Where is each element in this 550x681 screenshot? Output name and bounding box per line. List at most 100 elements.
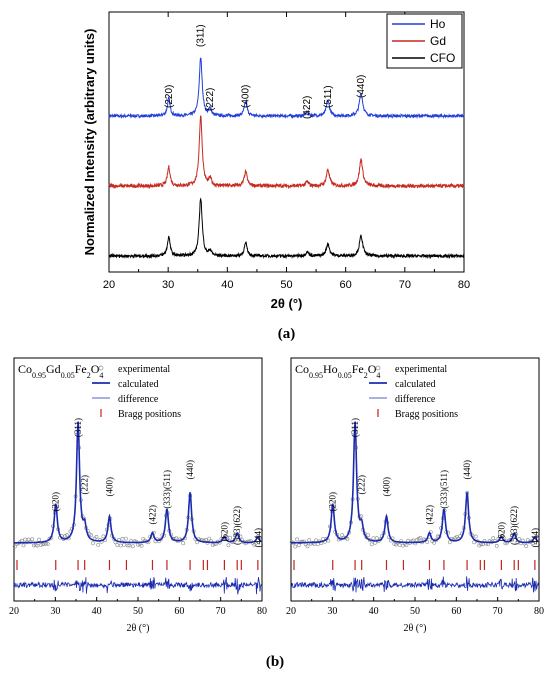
- experimental-point: [210, 543, 215, 547]
- peak-label-a: (220): [164, 85, 175, 108]
- legend-label-ho: Ho: [430, 17, 446, 31]
- experimental-point: [371, 536, 376, 541]
- experimental-point: [491, 536, 496, 541]
- legend-label-b: difference: [395, 394, 436, 405]
- x-tick-label-a: 40: [221, 279, 233, 291]
- experimental-point: [472, 540, 477, 545]
- legend-b-gd: experimental calculated difference Bragg po…: [92, 364, 181, 420]
- experimental-point: [207, 536, 212, 541]
- peak-label-b: (422): [147, 505, 157, 525]
- experimental-point: [12, 544, 17, 549]
- x-tick-label-b: 20: [9, 606, 19, 617]
- experimental-point: [115, 543, 120, 547]
- x-tick-label-b: 80: [534, 606, 544, 617]
- x-tick-label-a: 60: [340, 279, 352, 291]
- peak-label-b: (533)(622): [509, 506, 519, 545]
- x-tick-label-a: 80: [458, 279, 470, 291]
- x-tick-label-b: 50: [133, 606, 143, 617]
- legend-label-cfo: CFO: [430, 51, 455, 65]
- x-tick-label-b: 70: [216, 606, 226, 617]
- peak-label-b: (444): [253, 528, 263, 548]
- experimental-point: [400, 543, 405, 548]
- experimental-point: [517, 537, 522, 541]
- legend-label-b: Bragg positions: [395, 409, 458, 420]
- experimental-point: [37, 537, 42, 542]
- panel-title-ho: Co0.95Ho0.05Fe2O4: [295, 362, 380, 380]
- peak-label-b: (220): [51, 492, 61, 512]
- peak-label-a: (511): [323, 85, 334, 108]
- legend-label-b: difference: [118, 394, 159, 405]
- experimental-point: [101, 534, 106, 539]
- difference-line-gd: [13, 576, 262, 595]
- experimental-point: [473, 534, 478, 539]
- experimental-point: [369, 542, 374, 547]
- legend-a: Ho Gd CFO: [386, 13, 463, 69]
- legend-label-gd: Gd: [430, 34, 446, 48]
- experimental-point: [195, 540, 200, 545]
- peak-label-a: (222): [205, 88, 216, 111]
- experimental-point: [295, 537, 299, 542]
- experimental-point: [125, 543, 130, 548]
- experimental-point: [65, 533, 69, 538]
- legend-swatch-experimental: [375, 365, 381, 371]
- x-tick-label-a: 70: [399, 279, 411, 291]
- experimental-point: [124, 536, 128, 541]
- series-line-gd: [108, 115, 465, 190]
- peak-label-b: (533)(622): [232, 506, 242, 545]
- panel-title-gd: Co0.95Gd0.05Fe2O4: [18, 362, 103, 380]
- x-tick-label-b: 20: [286, 606, 296, 617]
- experimental-point: [524, 544, 529, 548]
- experimental-point: [226, 543, 231, 548]
- experimental-point: [91, 541, 95, 546]
- peak-label-b: (311): [350, 418, 360, 437]
- experimental-point: [392, 542, 397, 546]
- experimental-point: [30, 537, 35, 542]
- experimental-point: [305, 544, 310, 549]
- x-tick-label-a: 30: [162, 279, 174, 291]
- experimental-point: [89, 533, 94, 538]
- experimental-point: [21, 543, 26, 548]
- peak-label-a: (400): [241, 85, 252, 108]
- panel-label-b: (b): [266, 654, 284, 670]
- experimental-point: [26, 537, 31, 542]
- experimental-point: [118, 543, 123, 548]
- peak-label-b: (400): [381, 477, 391, 497]
- series-line-ho: [108, 57, 465, 120]
- y-axis-label-a: Normalized Intensity (arbitrary units): [82, 29, 97, 256]
- experimental-point: [170, 536, 175, 541]
- experimental-point: [293, 544, 298, 549]
- experimental-point: [127, 543, 132, 548]
- experimental-point: [228, 535, 233, 540]
- difference-line-ho: [290, 576, 539, 593]
- peak-label-a: (422): [302, 96, 313, 119]
- x-tick-label-b: 60: [174, 606, 184, 617]
- x-tick-label-b: 40: [369, 606, 379, 617]
- legend-label-b: calculated: [395, 379, 436, 390]
- experimental-point: [44, 541, 49, 546]
- peak-label-b: (222): [80, 475, 90, 495]
- experimental-point: [374, 536, 379, 541]
- peak-label-b: (444): [530, 528, 540, 548]
- peak-label-a: (440): [356, 75, 367, 98]
- calculated-line-gd: [14, 421, 263, 544]
- legend-swatch-experimental: [98, 365, 104, 371]
- experimental-point: [35, 543, 40, 548]
- x-tick-label-b: 70: [493, 606, 503, 617]
- experimental-point: [326, 538, 331, 543]
- legend-label-b: experimental: [118, 364, 170, 375]
- experimental-point: [120, 536, 125, 541]
- experimental-point: [296, 543, 301, 548]
- peak-label-b: (220): [328, 492, 338, 512]
- calculated-line-ho: [291, 421, 540, 544]
- peak-label-b: (400): [104, 477, 114, 497]
- x-tick-label-b: 80: [257, 606, 267, 617]
- peak-label-b: (440): [462, 460, 472, 480]
- peak-label-b: (333)(511): [162, 470, 172, 509]
- peak-label-b: (311): [73, 418, 83, 437]
- experimental-point: [96, 543, 101, 547]
- peak-label-b: (620): [496, 522, 506, 542]
- legend-label-b: Bragg positions: [118, 409, 181, 420]
- x-tick-label-b: 60: [451, 606, 461, 617]
- peak-label-b: (222): [357, 475, 367, 495]
